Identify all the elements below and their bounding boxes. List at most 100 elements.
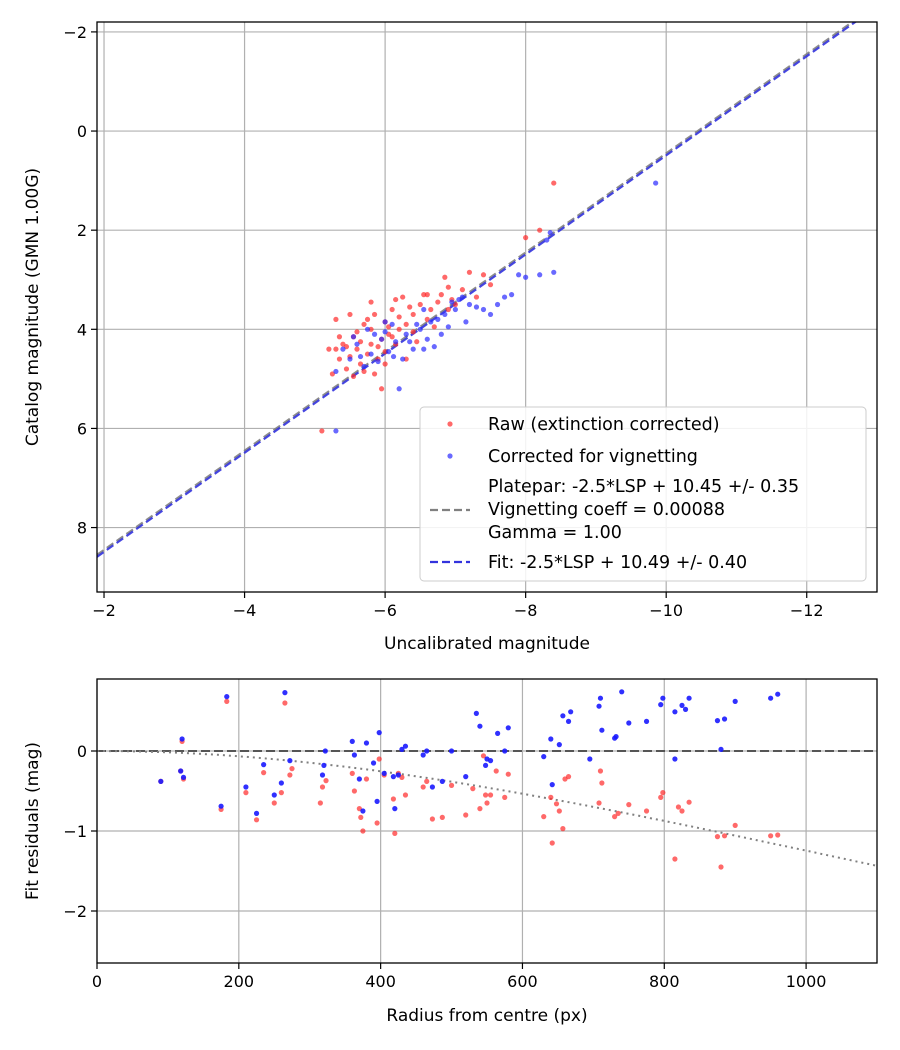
raw-residual-point xyxy=(289,766,295,772)
corrected-residual-point xyxy=(613,734,619,740)
corrected-residual-point xyxy=(180,774,187,781)
raw-point xyxy=(389,334,395,340)
corrected-residual-point xyxy=(420,752,426,758)
x-tick-label: −2 xyxy=(92,601,116,620)
raw-point xyxy=(414,339,420,345)
corrected-residual-point xyxy=(502,748,508,754)
corrected-residual-point xyxy=(587,756,593,762)
corrected-residual-point xyxy=(287,758,293,764)
corrected-point xyxy=(400,356,406,362)
corrected-residual-point xyxy=(672,756,678,762)
corrected-residual-point xyxy=(179,736,185,742)
raw-point xyxy=(428,306,434,313)
raw-residual-point xyxy=(224,698,230,705)
corrected-residual-point xyxy=(679,702,685,709)
corrected-point xyxy=(516,272,522,278)
raw-residual-point xyxy=(599,780,605,786)
raw-point xyxy=(523,235,529,241)
raw-point xyxy=(480,272,487,278)
raw-point xyxy=(375,344,381,350)
raw-point xyxy=(393,296,399,303)
corrected-point xyxy=(480,306,487,313)
corrected-residual-point xyxy=(261,762,267,768)
raw-residual-point xyxy=(721,833,728,839)
corrected-point xyxy=(386,349,392,355)
corrected-point xyxy=(333,368,339,375)
raw-residual-point xyxy=(463,812,469,818)
raw-residual-point xyxy=(597,768,604,774)
corrected-residual-point xyxy=(619,689,625,695)
y-tick-label: 8 xyxy=(77,519,87,538)
raw-point xyxy=(371,311,378,318)
x-tick-label: −10 xyxy=(649,601,683,620)
corrected-residual-point xyxy=(775,691,781,697)
corrected-residual-point xyxy=(597,695,604,701)
y-tick-label: 0 xyxy=(77,742,87,761)
corrected-point xyxy=(389,321,395,327)
corrected-point xyxy=(547,230,553,236)
corrected-point xyxy=(414,321,420,327)
raw-residual-point xyxy=(493,768,499,774)
raw-residual-point xyxy=(615,810,621,817)
corrected-point xyxy=(378,336,385,342)
raw-point xyxy=(407,304,413,310)
corrected-residual-point xyxy=(768,695,774,701)
corrected-residual-point xyxy=(548,736,554,742)
residual-points xyxy=(158,689,781,870)
raw-point xyxy=(336,334,343,340)
raw-residual-point xyxy=(768,833,774,839)
raw-residual-point xyxy=(775,832,781,838)
raw-point xyxy=(435,299,441,305)
corrected-point xyxy=(361,363,367,370)
raw-residual-point xyxy=(484,800,490,806)
corrected-residual-point xyxy=(495,730,501,737)
raw-point xyxy=(347,311,353,318)
corrected-residual-point xyxy=(278,780,284,786)
corrected-point xyxy=(487,311,494,318)
corrected-point xyxy=(357,353,364,360)
raw-point xyxy=(389,306,395,313)
corrected-residual-point xyxy=(374,798,380,805)
raw-point xyxy=(333,316,339,322)
magnitude-calibration-chart: −2 −4 −6 −8 −10 −12 −2 0 2 4 6 8 Uncalibrated magnit… xyxy=(23,21,878,654)
x-tick-label: 1000 xyxy=(786,972,827,991)
corrected-residual-point xyxy=(448,748,455,754)
corrected-residual-point xyxy=(381,770,387,777)
plot-frame xyxy=(96,21,878,593)
raw-point xyxy=(473,294,480,300)
corrected-point xyxy=(390,353,397,360)
corrected-residual-point xyxy=(253,810,260,817)
raw-point xyxy=(371,371,378,377)
plot-frame xyxy=(96,678,878,964)
corrected-residual-point xyxy=(178,768,184,774)
raw-point xyxy=(350,373,357,379)
corrected-point xyxy=(421,306,427,313)
corrected-point xyxy=(435,316,441,322)
corrected-point xyxy=(523,274,529,280)
raw-point xyxy=(445,284,451,290)
raw-residual-point xyxy=(420,784,426,790)
corrected-residual-point xyxy=(568,709,574,715)
corrected-point xyxy=(544,237,550,243)
raw-residual-point xyxy=(253,817,260,823)
raw-point xyxy=(364,316,371,322)
raw-residual-point xyxy=(502,794,508,801)
raw-residual-point xyxy=(358,814,364,821)
scatter-points xyxy=(319,180,659,434)
corrected-residual-point xyxy=(660,695,666,701)
raw-residual-point xyxy=(660,790,666,796)
corrected-residual-point xyxy=(360,808,366,814)
raw-residual-point xyxy=(679,808,685,814)
raw-point xyxy=(319,428,325,434)
corrected-residual-point xyxy=(721,716,728,722)
raw-point xyxy=(410,329,416,335)
raw-residual-point xyxy=(392,830,398,837)
corrected-point xyxy=(364,326,371,332)
raw-point xyxy=(361,321,367,327)
y-tick-label: −1 xyxy=(63,822,87,841)
corrected-point xyxy=(438,331,444,337)
raw-residual-point xyxy=(505,771,511,777)
raw-residual-point xyxy=(480,753,487,759)
raw-residual-point xyxy=(402,792,409,798)
raw-point xyxy=(368,341,374,347)
